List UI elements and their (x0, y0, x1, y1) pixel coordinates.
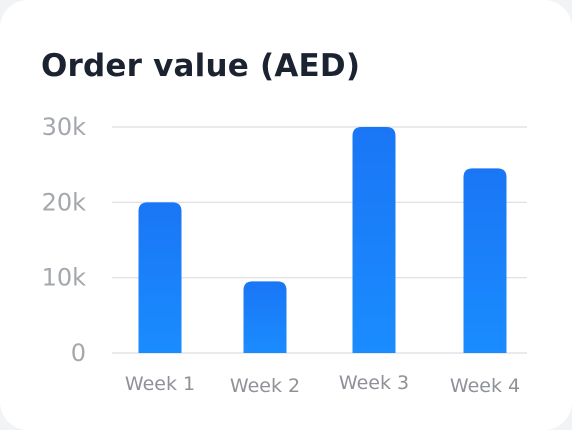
y-tick-label: 20k (42, 188, 87, 216)
y-tick-label: 30k (42, 113, 87, 141)
y-tick-label: 10k (42, 264, 87, 292)
chart-title: Order value (AED) (41, 48, 361, 84)
label-layer: 0 10k 20k 30k Week 1 Week 2 Week 3 Week 4 (42, 113, 521, 397)
x-category-label: Week 1 (125, 373, 195, 395)
bar-week-1[interactable] (138, 202, 182, 353)
bar-layer (138, 127, 507, 353)
x-category-label: Week 3 (339, 372, 409, 394)
x-category-label: Week 2 (230, 375, 300, 397)
bar-week-3[interactable] (352, 127, 396, 353)
y-tick-label: 0 (71, 339, 86, 367)
x-category-label: Week 4 (450, 375, 520, 397)
bar-week-2[interactable] (243, 281, 287, 353)
bar-week-4[interactable] (463, 168, 507, 353)
